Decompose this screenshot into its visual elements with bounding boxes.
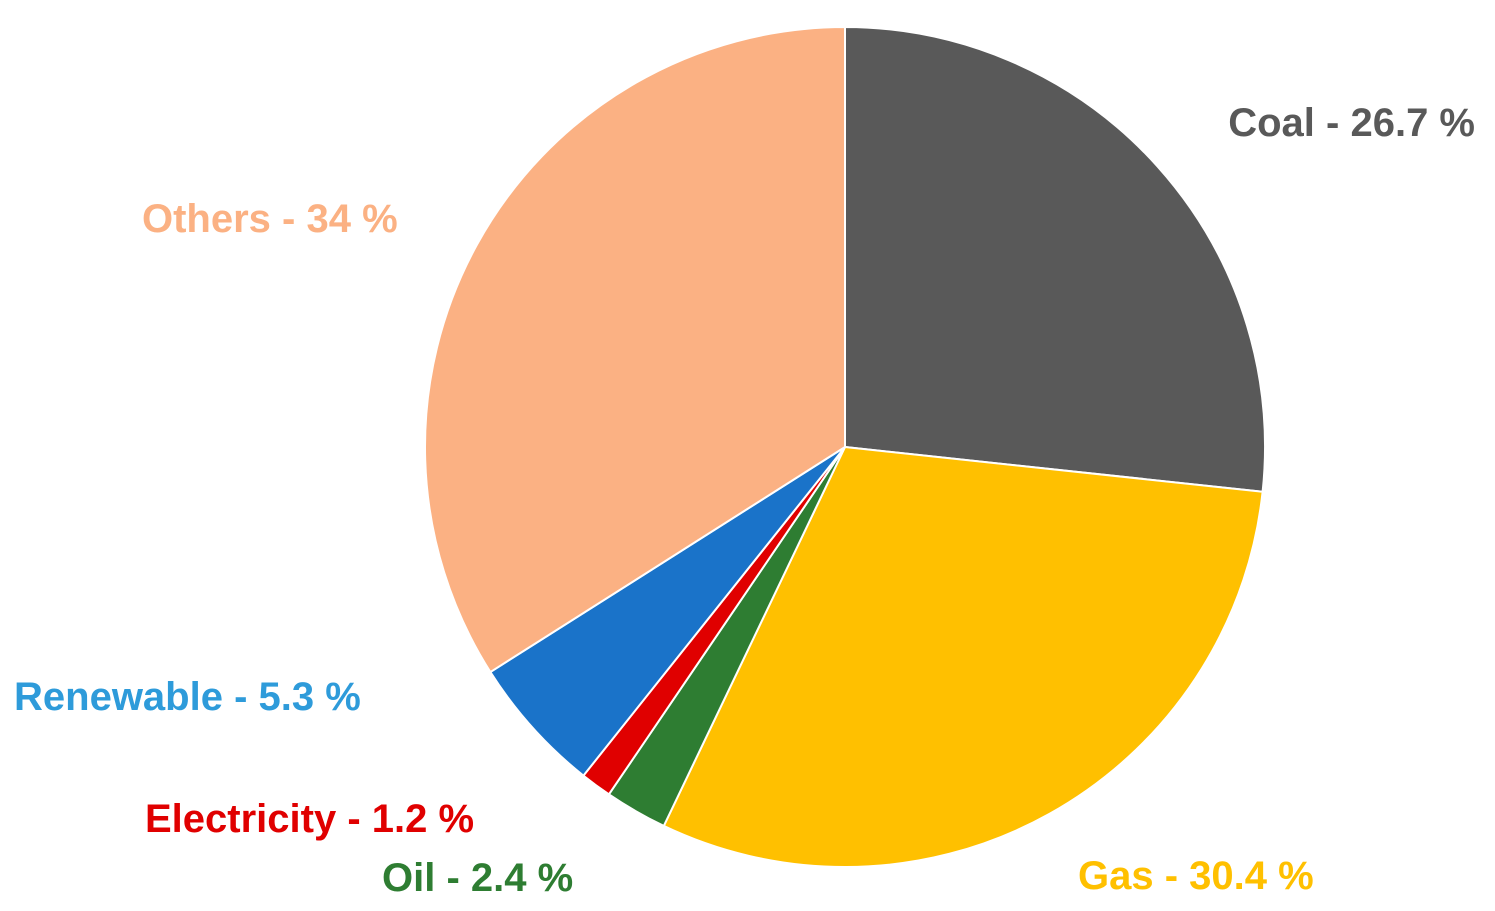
slices-layer <box>423 25 1266 869</box>
pie-slice-coal <box>844 25 1266 493</box>
slice-label-renewable: Renewable - 5.3 % <box>14 675 361 719</box>
slice-label-others: Others - 34 % <box>142 197 398 241</box>
pie-slice-others <box>423 25 846 674</box>
slice-label-gas: Gas - 30.4 % <box>1078 854 1314 898</box>
pie-slice-gas <box>662 445 1264 869</box>
slice-label-coal: Coal - 26.7 % <box>1228 101 1475 145</box>
slice-label-electricity: Electricity - 1.2 % <box>145 797 474 841</box>
labels-layer: Coal - 26.7 % Gas - 30.4 % Oil - 2.4 % Elec… <box>14 101 1475 900</box>
slice-label-oil: Oil - 2.4 % <box>382 856 573 900</box>
pie-slice-renewable <box>488 446 846 778</box>
